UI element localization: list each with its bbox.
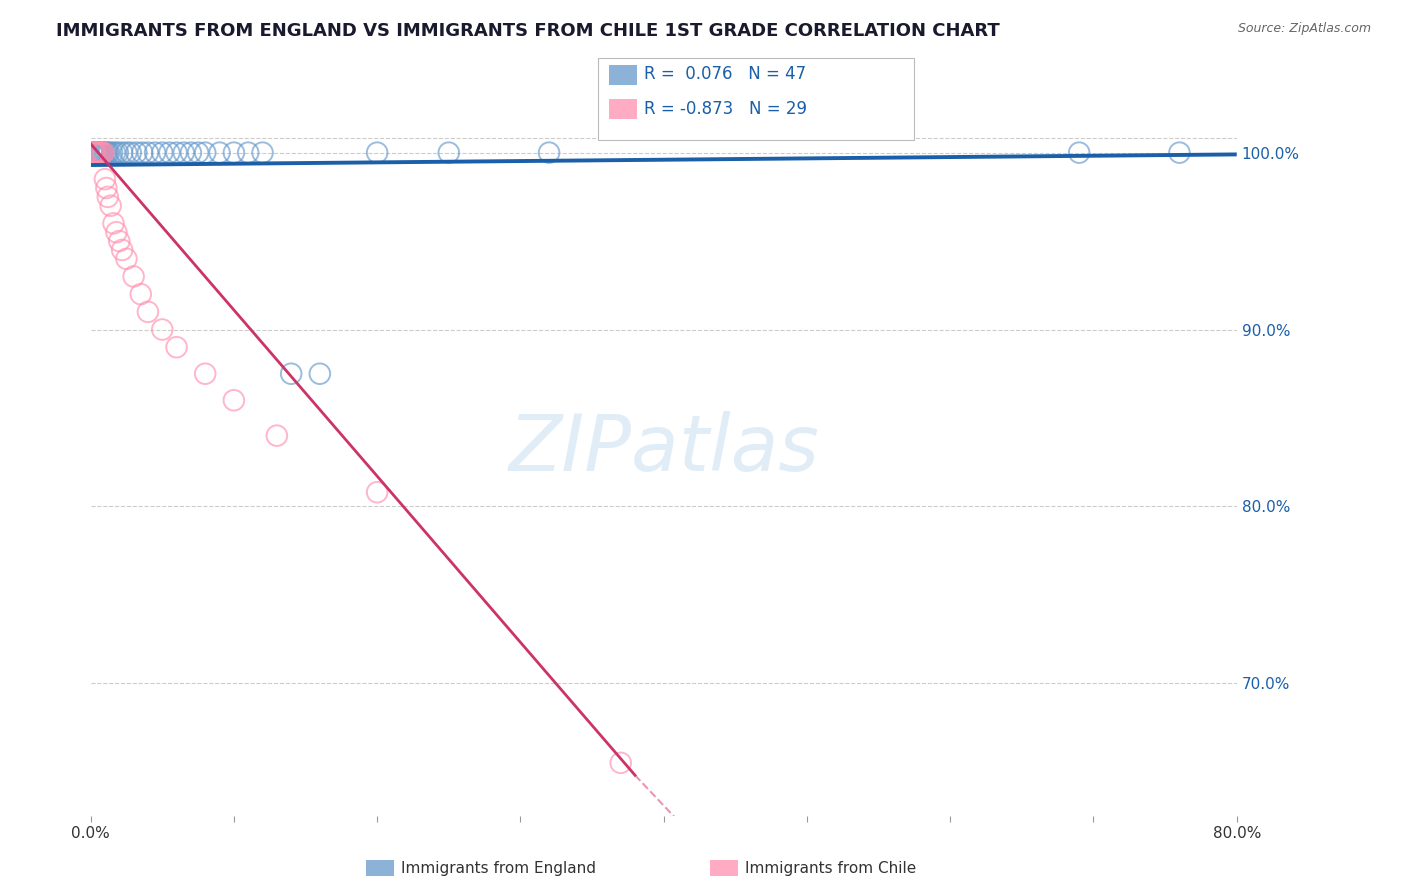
Point: [222, 145, 245, 160]
Point: [194, 367, 217, 381]
Point: [94, 172, 117, 186]
Point: [97, 190, 120, 204]
Point: [90, 145, 112, 160]
Point: [104, 145, 127, 160]
Point: [93, 145, 115, 160]
Point: [157, 145, 180, 160]
Point: [143, 145, 166, 160]
Point: [89, 145, 111, 160]
Point: [94, 145, 117, 160]
Point: [96, 145, 118, 160]
Point: [125, 145, 148, 160]
Point: [82, 145, 104, 160]
Point: [93, 145, 115, 160]
Text: R = -0.873   N = 29: R = -0.873 N = 29: [644, 100, 807, 118]
Point: [437, 145, 460, 160]
Point: [136, 305, 159, 319]
Text: Source: ZipAtlas.com: Source: ZipAtlas.com: [1237, 22, 1371, 36]
Point: [84, 145, 107, 160]
Point: [122, 269, 145, 284]
Text: IMMIGRANTS FROM ENGLAND VS IMMIGRANTS FROM CHILE 1ST GRADE CORRELATION CHART: IMMIGRANTS FROM ENGLAND VS IMMIGRANTS FR…: [56, 22, 1000, 40]
Point: [115, 252, 138, 266]
Point: [108, 234, 131, 248]
Point: [86, 145, 108, 160]
Point: [252, 145, 274, 160]
Point: [180, 145, 202, 160]
Point: [87, 145, 110, 160]
Point: [87, 145, 110, 160]
Point: [80, 145, 103, 160]
Point: [1168, 145, 1191, 160]
Text: ZIPatlas: ZIPatlas: [508, 411, 820, 487]
Point: [103, 216, 125, 230]
Point: [82, 145, 104, 160]
Point: [308, 367, 330, 381]
Point: [91, 145, 114, 160]
Point: [91, 145, 114, 160]
Point: [238, 145, 260, 160]
Point: [84, 145, 107, 160]
Point: [84, 145, 107, 160]
Point: [91, 145, 114, 160]
Text: Immigrants from Chile: Immigrants from Chile: [745, 862, 917, 876]
Point: [107, 145, 129, 160]
Point: [136, 145, 159, 160]
Text: Immigrants from England: Immigrants from England: [401, 862, 596, 876]
Point: [166, 340, 188, 354]
Point: [97, 145, 120, 160]
Point: [280, 367, 302, 381]
Text: R =  0.076   N = 47: R = 0.076 N = 47: [644, 65, 806, 83]
Point: [266, 428, 288, 442]
Point: [100, 199, 122, 213]
Point: [89, 145, 111, 160]
Point: [194, 145, 217, 160]
Point: [115, 145, 138, 160]
Point: [98, 145, 121, 160]
Point: [120, 145, 142, 160]
Point: [150, 322, 173, 336]
Point: [187, 145, 209, 160]
Point: [150, 145, 173, 160]
Point: [84, 145, 107, 160]
Point: [173, 145, 195, 160]
Point: [208, 145, 231, 160]
Point: [111, 145, 134, 160]
Point: [80, 145, 103, 160]
Point: [90, 145, 112, 160]
Point: [96, 181, 118, 195]
Point: [1069, 145, 1091, 160]
Point: [166, 145, 188, 160]
Point: [366, 485, 388, 500]
Point: [131, 145, 153, 160]
Point: [89, 145, 111, 160]
Point: [101, 145, 124, 160]
Point: [129, 287, 152, 301]
Point: [87, 145, 110, 160]
Point: [609, 756, 631, 770]
Point: [86, 145, 108, 160]
Point: [105, 225, 128, 239]
Point: [111, 243, 134, 257]
Point: [90, 145, 112, 160]
Point: [222, 393, 245, 408]
Point: [538, 145, 561, 160]
Point: [366, 145, 388, 160]
Point: [86, 145, 108, 160]
